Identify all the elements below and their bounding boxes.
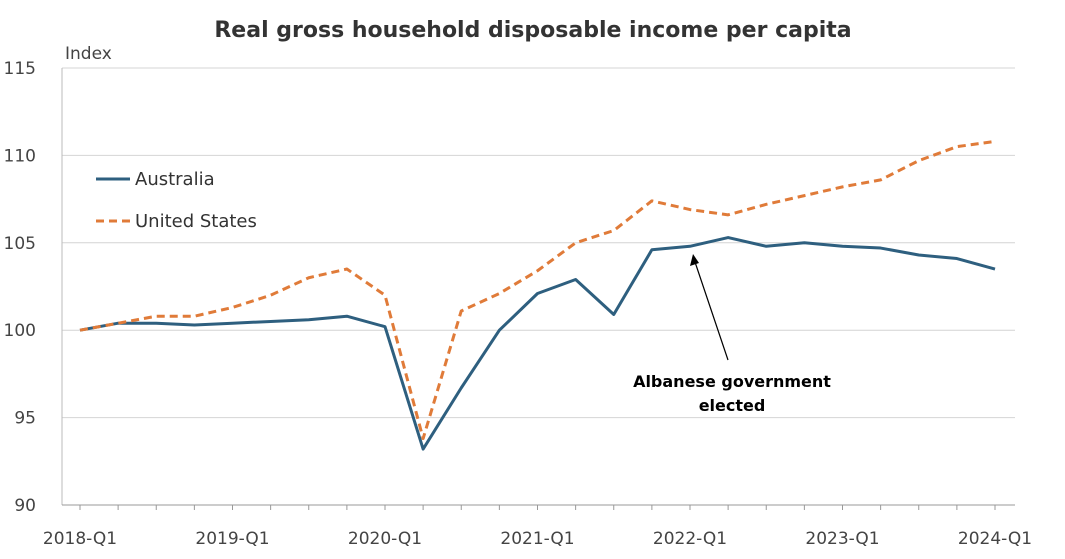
x-tick-label: 2023-Q1 <box>805 529 879 549</box>
annotation-arrow <box>694 261 729 361</box>
x-tick-label: 2021-Q1 <box>500 529 574 549</box>
legend-label: Australia <box>135 169 215 190</box>
series-line-australia <box>79 236 996 451</box>
series-line-united-states <box>79 139 996 441</box>
y-tick-label: 105 <box>4 234 36 254</box>
x-tick-label: 2024-Q1 <box>958 529 1032 549</box>
arrow-head-icon <box>690 254 699 266</box>
annotation-line-2: elected <box>699 396 766 415</box>
x-tick-label: 2018-Q1 <box>43 529 117 549</box>
x-tick-label: 2019-Q1 <box>195 529 269 549</box>
chart-title: Real gross household disposable income p… <box>214 18 851 43</box>
legend-label: United States <box>135 211 257 232</box>
y-tick-label: 90 <box>14 496 36 516</box>
y-tick-label: 100 <box>4 321 36 341</box>
y-tick-label: 115 <box>4 59 36 79</box>
y-tick-label: 110 <box>4 146 36 166</box>
y-tick-label: 95 <box>14 409 36 429</box>
x-tick-label: 2020-Q1 <box>348 529 422 549</box>
annotation-line-1: Albanese government <box>633 372 831 391</box>
x-tick-label: 2022-Q1 <box>653 529 727 549</box>
y-axis-label: Index <box>65 44 112 64</box>
